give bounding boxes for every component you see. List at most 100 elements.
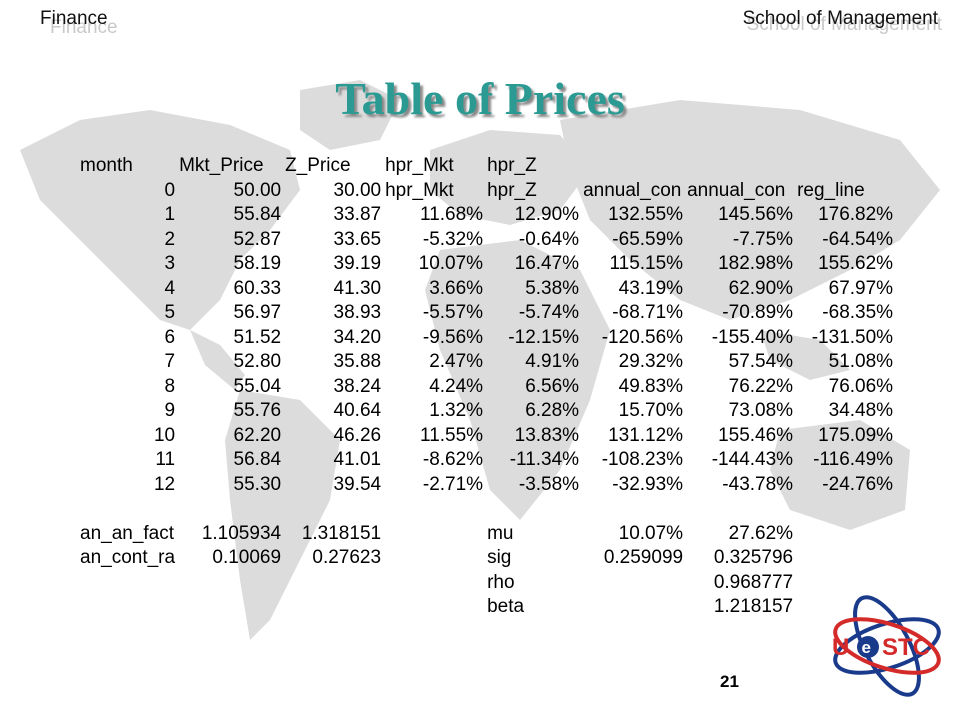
table-cell: [383, 595, 485, 620]
table-cell: 1: [164, 204, 176, 225]
table-cell: 10.07%: [418, 253, 484, 274]
summary-row: an_cont_ra 0.10069 0.27623 sig 0.259099 0.325…: [78, 546, 895, 571]
logo-letter-u: U: [832, 634, 849, 661]
table-header-row: month Mkt_Price Z_Price hpr_Mkt hpr_Z: [78, 154, 895, 179]
table-cell: 6.56%: [525, 375, 580, 397]
continent-africa: [425, 240, 610, 520]
table-cell: 76.06%: [828, 375, 894, 397]
table-cell: 39.19: [333, 253, 382, 274]
table-cell: 50.00: [233, 179, 282, 201]
summary-row: beta 1.218157: [78, 595, 895, 620]
table-cell: 175.09%: [818, 424, 894, 446]
table-cell: -8.62%: [422, 449, 484, 470]
table-cell: Z_Price: [285, 155, 351, 176]
table-cell: 15.70%: [618, 400, 684, 421]
table-cell: 4.91%: [525, 351, 580, 372]
table-cell: -5.74%: [518, 302, 580, 323]
table-row: 8 55.04 38.24 4.24% 6.56% 49.83% 76.22% 76.06%: [78, 375, 895, 400]
table-cell: 7: [164, 351, 176, 372]
table-row: 0 50.00 30.00 hpr_Mkt hpr_Z annual_con annual_…: [78, 179, 895, 204]
table-cell: beta: [487, 596, 525, 617]
table-cell: 10.07%: [618, 522, 684, 544]
table-cell: annual_con: [687, 179, 786, 201]
header-course-label: Finance Finance: [40, 8, 118, 38]
table-cell: 11.55%: [420, 424, 484, 446]
table-cell: sig: [487, 547, 512, 568]
table-cell: [283, 497, 383, 522]
page-number: 21: [720, 672, 739, 691]
table-cell: -7.75%: [732, 228, 794, 250]
table-cell: an_an_fact: [80, 522, 175, 544]
table-row: 11 56.84 41.01 -8.62% -11.34% -108.23% -144.43…: [78, 448, 895, 473]
table-cell: -120.56%: [601, 326, 684, 348]
table-cell: [78, 497, 177, 522]
table-cell: 155.62%: [818, 253, 894, 274]
table-cell: 55.76: [233, 400, 282, 421]
table-row: 2 52.87 33.65 -5.32% -0.64% -65.59% -7.75% -64.…: [78, 228, 895, 253]
table-cell: [581, 154, 685, 179]
table-cell: 0.27623: [312, 547, 382, 568]
table-cell: -65.59%: [612, 228, 684, 250]
header-school-text: School of Management: [742, 8, 938, 29]
table-cell: 8: [164, 375, 176, 397]
table-cell: 6.28%: [525, 400, 580, 421]
table-cell: 34.20: [333, 326, 382, 348]
table-cell: 1.318151: [301, 522, 382, 544]
table-cell: -11.34%: [509, 449, 580, 470]
table-cell: an_cont_ra: [80, 547, 176, 568]
table-cell: [78, 571, 177, 596]
table-cell: -2.71%: [422, 473, 484, 495]
table-cell: 4.24%: [429, 375, 484, 397]
table-cell: 73.08%: [728, 400, 794, 421]
table-cell: 76.22%: [728, 375, 794, 397]
table-cell: 5: [164, 302, 176, 323]
table-cell: 58.19: [233, 253, 282, 274]
table-cell: -5.32%: [422, 228, 484, 250]
table-cell: 16.47%: [514, 253, 580, 274]
table-cell: [283, 571, 383, 596]
table-cell: [485, 497, 581, 522]
table-cell: [383, 571, 485, 596]
table-cell: rho: [487, 571, 515, 593]
table-cell: -68.71%: [612, 302, 684, 323]
table-cell: -32.93%: [612, 473, 684, 495]
table-cell: 33.87: [333, 204, 382, 225]
table-cell: annual_con: [583, 179, 682, 201]
table-cell: [795, 154, 895, 179]
continent-greenland: [300, 80, 400, 150]
table-cell: -144.43%: [711, 449, 794, 470]
table-cell: [795, 546, 895, 571]
table-cell: 115.15%: [609, 253, 684, 274]
price-table: month Mkt_Price Z_Price hpr_Mkt hpr_Z 0 50.00 3…: [78, 154, 895, 620]
logo-letters-stc: STC: [882, 634, 930, 661]
table-cell: 52.87: [233, 228, 282, 250]
table-cell: 56.84: [233, 449, 282, 470]
table-cell: [581, 571, 685, 596]
continent-southeast-asia: [760, 330, 850, 380]
table-cell: 43.19%: [618, 277, 684, 299]
table-cell: 52.80: [233, 351, 282, 372]
table-cell: 3.66%: [429, 277, 484, 299]
table-cell: 11: [155, 449, 176, 470]
table-row: 5 56.97 38.93 -5.57% -5.74% -68.71% -70.89% -68…: [78, 301, 895, 326]
table-cell: 56.97: [233, 302, 282, 323]
table-cell: [795, 497, 895, 522]
table-cell: 1.32%: [429, 400, 484, 421]
table-cell: 62.20: [233, 424, 282, 446]
table-row: 12 55.30 39.54 -2.71% -3.58% -32.93% -43.78% -2…: [78, 473, 895, 498]
table-cell: -116.49%: [813, 449, 894, 470]
table-cell: -3.58%: [518, 473, 580, 495]
table-cell: 0.10069: [212, 547, 282, 568]
table-cell: [177, 595, 283, 620]
table-cell: 0.968777: [713, 571, 794, 593]
table-cell: 6: [164, 326, 176, 348]
price-table-body: month Mkt_Price Z_Price hpr_Mkt hpr_Z 0 50.00 3…: [78, 154, 895, 620]
table-cell: hpr_Z: [487, 155, 537, 176]
table-cell: 51.08%: [828, 351, 894, 372]
table-cell: [383, 522, 485, 547]
table-cell: Mkt_Price: [179, 155, 264, 176]
table-cell: 12.90%: [514, 204, 580, 225]
continent-europe: [430, 130, 590, 225]
table-cell: [78, 595, 177, 620]
